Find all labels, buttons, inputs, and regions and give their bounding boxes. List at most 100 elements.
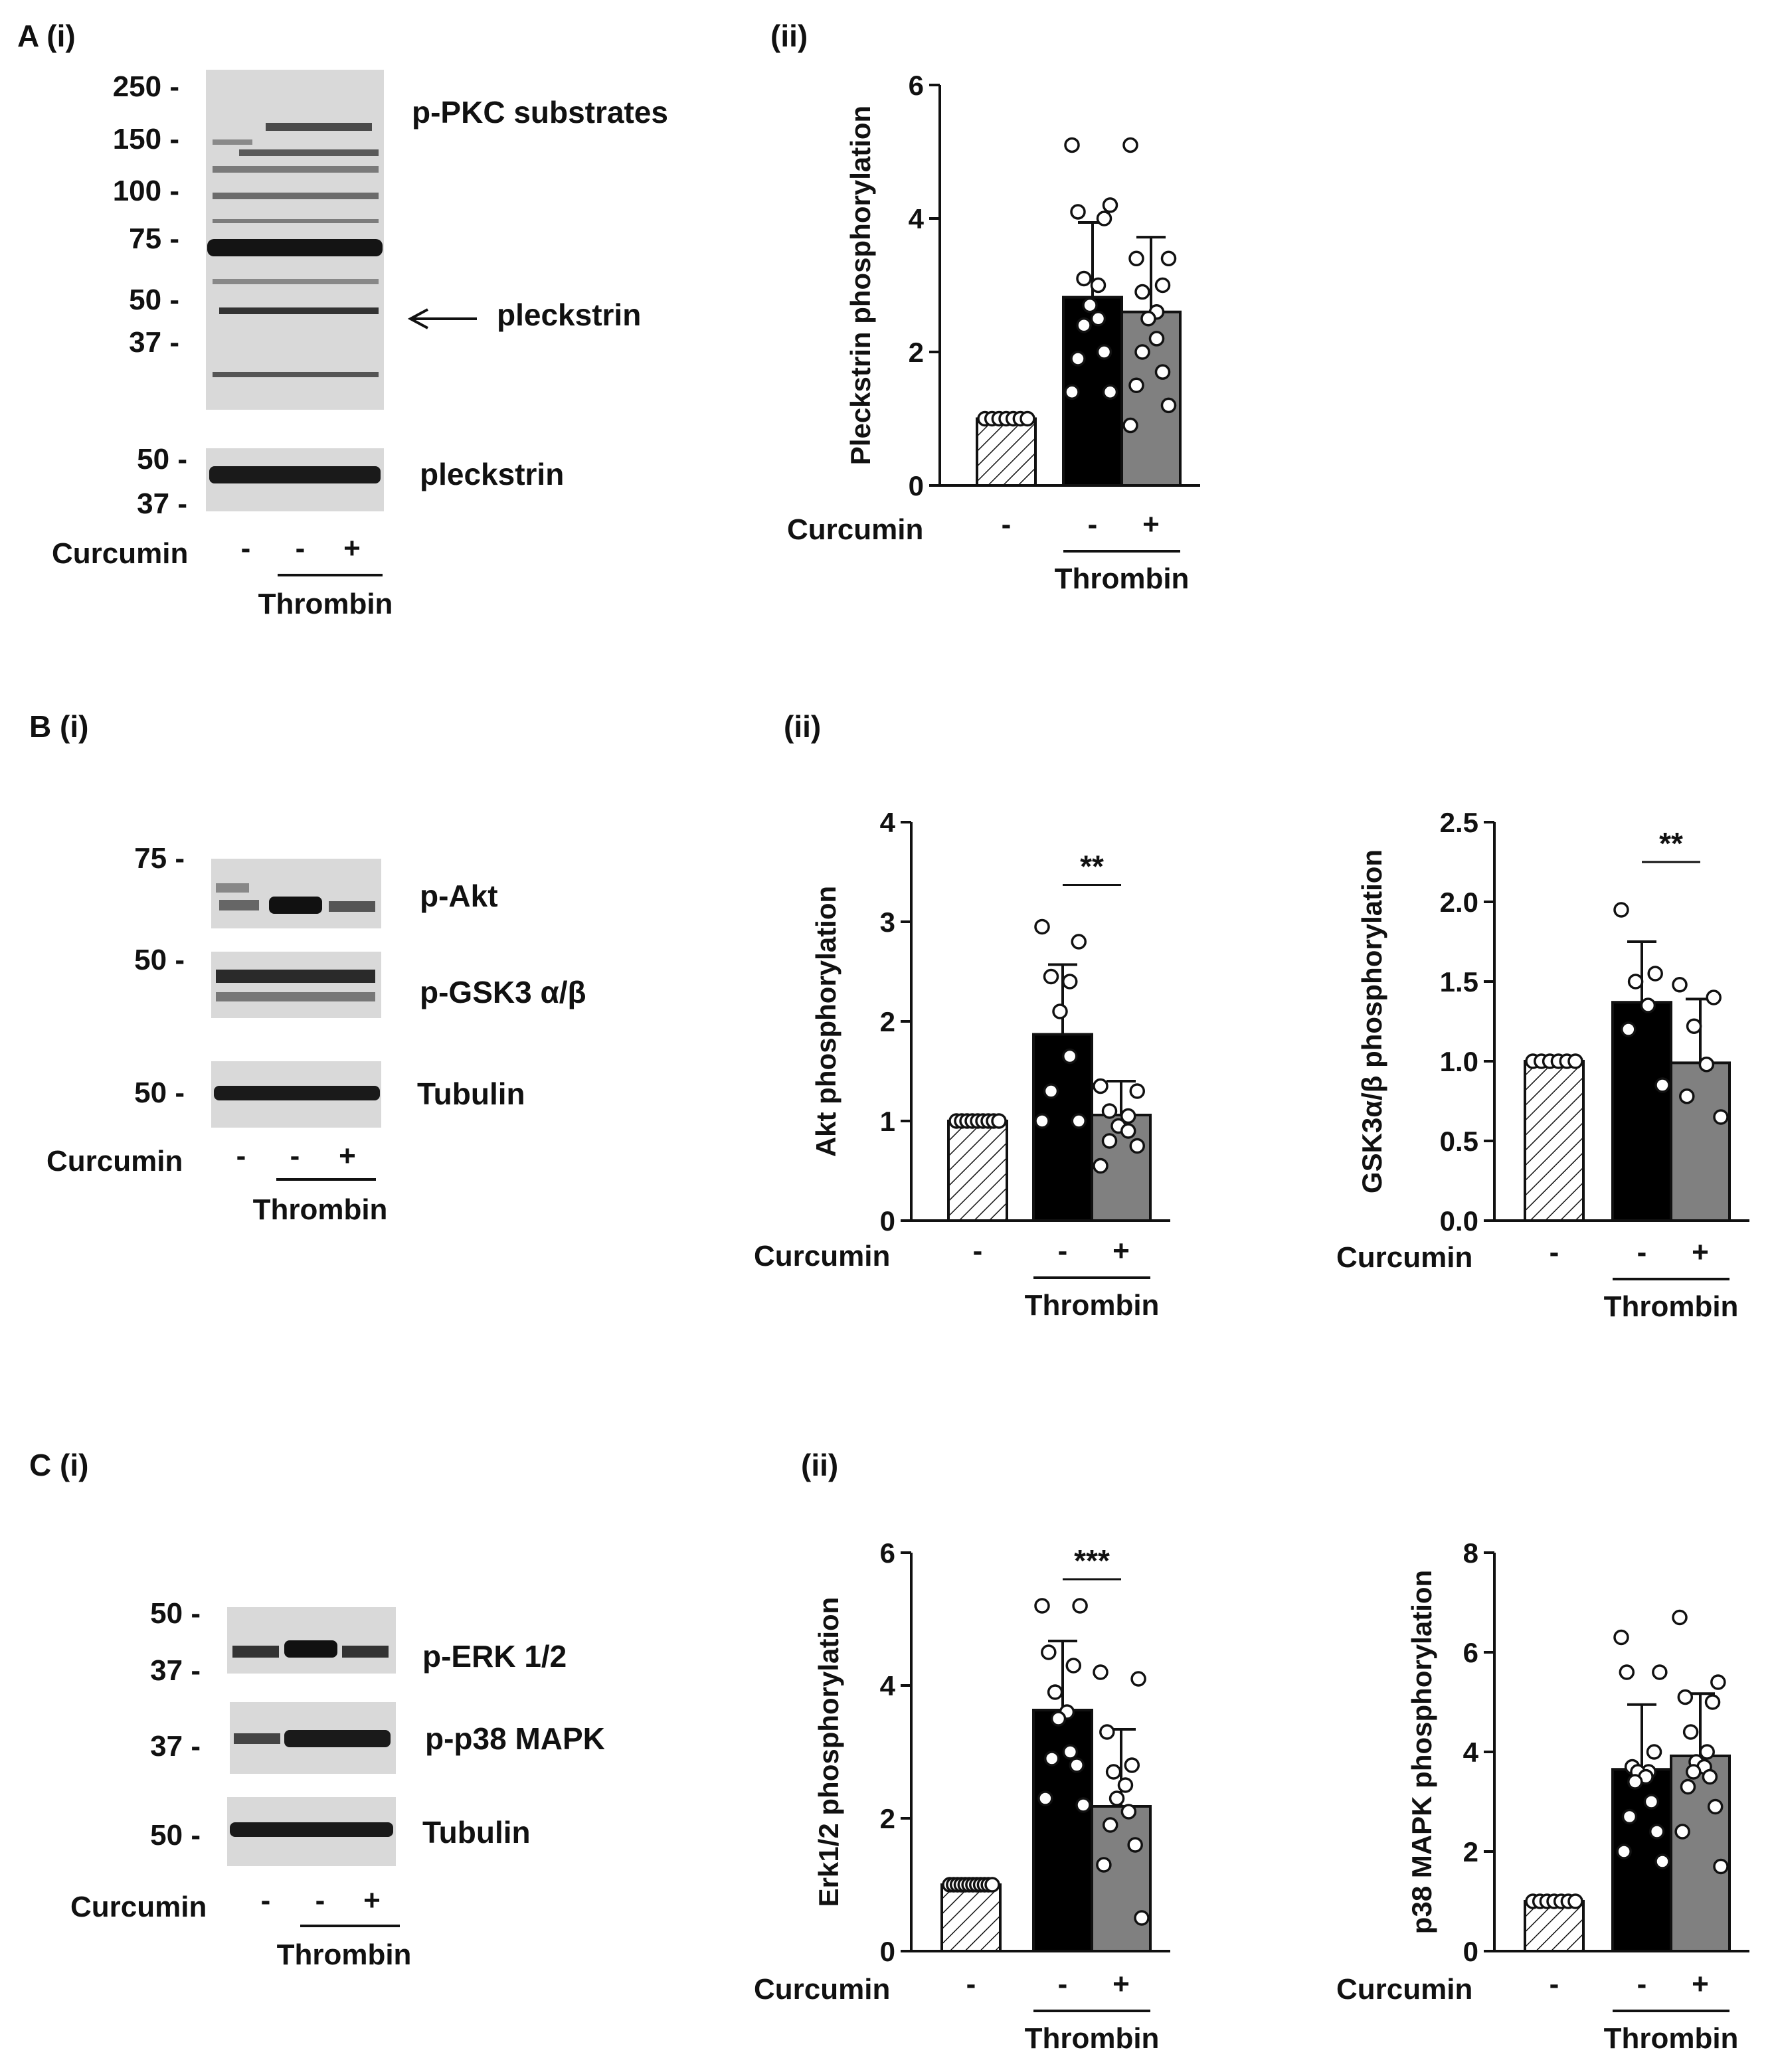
blot-c-marker-50: 50 -: [150, 1597, 201, 1630]
thrombin-label: Thrombin: [1055, 562, 1190, 595]
blot-a-label-bottom: pleckstrin: [420, 457, 564, 491]
panel-a-ii-label: (ii): [770, 19, 808, 53]
data-point: [1567, 1893, 1583, 1909]
data-point: [1699, 1744, 1715, 1760]
data-point: [1674, 1824, 1690, 1840]
data-point: [1652, 1664, 1668, 1680]
blot-b-sign-3: +: [339, 1140, 356, 1172]
data-point: [1613, 1629, 1629, 1646]
data-point: [1154, 364, 1171, 380]
data-point: [1065, 1658, 1082, 1674]
blot-c-marker-37-2: 37 -: [150, 1730, 201, 1763]
curcumin-label: Curcumin: [1336, 1973, 1472, 2006]
sign-label: -: [1637, 1236, 1647, 1268]
significance-label: ***: [1074, 1543, 1110, 1578]
sign-label: +: [1692, 1968, 1709, 2000]
data-point: [1160, 397, 1177, 414]
data-point: [1621, 1808, 1638, 1825]
data-point: [1120, 1108, 1136, 1124]
data-point: [1041, 1644, 1057, 1660]
blot-a-sign-2: -: [296, 532, 306, 564]
bar: [1611, 1001, 1672, 1222]
data-point: [1062, 974, 1078, 990]
data-point: [1140, 311, 1156, 327]
data-point: [1120, 1123, 1136, 1139]
sign-label: -: [1088, 508, 1098, 541]
y-tick-label: 0: [880, 1936, 895, 1967]
sign-label: -: [966, 1968, 976, 2000]
data-point: [1643, 1794, 1660, 1810]
data-point: [1129, 1083, 1145, 1099]
data-point: [1105, 1764, 1122, 1780]
data-point: [1034, 1598, 1050, 1614]
data-point: [1120, 1804, 1137, 1820]
data-point: [1071, 1113, 1087, 1129]
data-point: [1154, 277, 1171, 294]
sign-label: -: [1550, 1968, 1559, 2000]
data-point: [1134, 1910, 1150, 1926]
y-tick-label: 0: [1463, 1936, 1478, 1967]
blot-b-label-gsk3: p-GSK3 α/β: [420, 975, 586, 1009]
sign-label: +: [1112, 1235, 1130, 1267]
y-tick-label: 2.5: [1440, 807, 1478, 838]
curcumin-label: Curcumin: [754, 1240, 890, 1272]
data-point: [1034, 918, 1050, 935]
data-point: [1102, 384, 1118, 400]
y-tick-label: 4: [909, 203, 925, 234]
data-point: [1071, 934, 1087, 950]
bar: [976, 417, 1037, 487]
data-point: [1621, 1021, 1637, 1037]
bar: [1670, 1755, 1731, 1952]
y-tick-label: 6: [909, 70, 924, 101]
data-point: [1082, 297, 1098, 313]
blot-c-sign-2: -: [315, 1884, 325, 1917]
bar: [1524, 1060, 1585, 1222]
chart-p38: 0 2 4 6 8 p38 MAPK phosphorylation Curcumin - - +…: [1336, 1537, 1749, 2055]
data-point: [1034, 1113, 1050, 1129]
data-point: [1129, 1138, 1145, 1154]
data-point: [1043, 1751, 1060, 1767]
data-point: [1096, 1857, 1112, 1873]
data-point: [1680, 1778, 1696, 1795]
arrow-icon: [407, 308, 477, 329]
data-point: [1070, 351, 1086, 367]
y-tick-label: 2: [909, 337, 924, 368]
blot-a-thrombin: Thrombin: [258, 588, 393, 620]
data-point: [1619, 1664, 1635, 1680]
data-point: [1093, 1664, 1109, 1680]
data-point: [1616, 1844, 1632, 1859]
panel-a-label: A (i): [17, 19, 76, 53]
sign-label: -: [1058, 1235, 1068, 1267]
chart-gsk3: 0.0 0.5 1.0 1.5 2.0 2.5 GSK3α/β phosphorylatio…: [1336, 807, 1749, 1323]
data-point: [1072, 1598, 1088, 1614]
significance-label: **: [1659, 826, 1683, 861]
y-tick-label: 8: [1463, 1537, 1478, 1569]
data-point: [1064, 137, 1080, 153]
thrombin-label: Thrombin: [1604, 2022, 1739, 2055]
y-tick-label: 2: [1463, 1836, 1478, 1867]
y-tick-label: 1.0: [1440, 1046, 1478, 1077]
y-tick-label: 2: [880, 1006, 895, 1037]
sign-label: -: [973, 1235, 983, 1267]
thrombin-label: Thrombin: [1604, 1290, 1739, 1323]
data-point: [1102, 1817, 1118, 1833]
curcumin-label: Curcumin: [787, 513, 923, 546]
marker-50-bottom: 50 -: [137, 443, 187, 475]
data-point: [1627, 974, 1644, 990]
data-point: [1613, 902, 1629, 918]
y-tick-label: 4: [1463, 1737, 1479, 1768]
bar: [940, 1883, 1002, 1952]
marker-75: 75 -: [129, 222, 179, 255]
data-point: [1076, 317, 1092, 333]
data-point: [1647, 966, 1663, 982]
blot-b-curcumin: Curcumin: [46, 1145, 183, 1177]
blot-c-sign-3: +: [363, 1884, 381, 1917]
data-point: [1713, 1858, 1729, 1875]
blot-b-marker-50: 50 -: [134, 944, 185, 976]
blot-c-sign-1: -: [261, 1884, 271, 1917]
blot-b-marker-50-2: 50 -: [134, 1077, 185, 1109]
significance-label: **: [1080, 849, 1104, 884]
blot-a-sign-3: +: [343, 532, 361, 564]
y-tick-label: 0.0: [1440, 1205, 1478, 1237]
